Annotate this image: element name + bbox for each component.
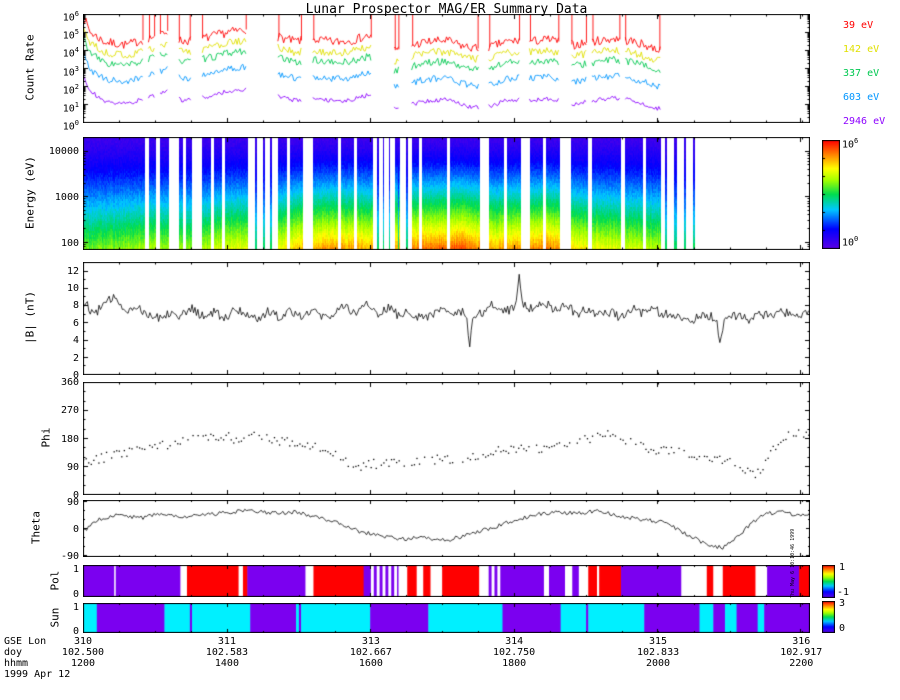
xtick-hhmm-1600: 1600 bbox=[358, 658, 383, 669]
pol-strip-canvas bbox=[83, 565, 810, 597]
colorbar-bottom-label: 100 bbox=[842, 235, 859, 249]
xtick-doy-102500: 102.500 bbox=[61, 647, 105, 658]
xtick-GSELon-316: 316 bbox=[792, 636, 811, 647]
xaxis-row-label-doy: doy bbox=[4, 647, 23, 658]
xtick-doy-102667: 102.667 bbox=[349, 647, 392, 658]
sun-colorbar-top: 3 bbox=[839, 598, 846, 609]
xtick-hhmm-1200: 1200 bbox=[70, 658, 96, 669]
theta-axis-label: Theta bbox=[29, 510, 43, 545]
phi-scatter-canvas bbox=[83, 382, 810, 495]
count-rate-axis-label: Count Rate bbox=[23, 34, 37, 101]
ytick-phi-0: 0 bbox=[72, 490, 79, 501]
xtick-GSELon-313: 313 bbox=[361, 636, 380, 647]
ytick-bmag-6: 6 bbox=[72, 317, 79, 329]
ytick-count_rate-100: 100 bbox=[62, 119, 79, 133]
sun-strip-canvas bbox=[83, 603, 810, 633]
ytick-bmag-0: 0 bbox=[72, 370, 79, 381]
xtick-doy-102750: 102.750 bbox=[493, 647, 536, 658]
xtick-hhmm-2000: 2000 bbox=[646, 658, 671, 669]
ytick-count_rate-101: 101 bbox=[62, 100, 79, 115]
legend-item-2946eV: 2946 eV bbox=[843, 116, 886, 127]
figure-title: Lunar Prospector MAG/ER Summary Data bbox=[305, 2, 588, 17]
xaxis-row-label-hhmm: hhmm bbox=[4, 658, 29, 669]
ytick-spectrogram-100: 100 bbox=[60, 237, 79, 249]
ytick-phi-90: 90 bbox=[66, 461, 79, 473]
sun-colorbar-bottom: 0 bbox=[839, 623, 846, 634]
xtick-GSELon-314: 314 bbox=[505, 636, 524, 647]
sun-colorbar bbox=[822, 601, 835, 633]
legend-item-142eV: 142 eV bbox=[843, 44, 880, 55]
ytick-pol-0: 0 bbox=[72, 589, 79, 601]
xtick-GSELon-310: 310 bbox=[73, 636, 93, 647]
date-label: 1999 Apr 12 bbox=[4, 669, 71, 680]
ytick-sun-1: 1 bbox=[72, 601, 79, 613]
xtick-doy-102583: 102.583 bbox=[205, 647, 249, 658]
sun-axis-label: Sun bbox=[48, 607, 62, 628]
xtick-doy-102917: 102.917 bbox=[780, 647, 823, 658]
ytick-spectrogram-10000: 10000 bbox=[48, 145, 79, 157]
count-rate-plot-canvas bbox=[83, 14, 810, 123]
legend-item-603eV: 603 eV bbox=[843, 92, 880, 103]
bmag-plot-canvas bbox=[83, 262, 810, 375]
ytick-bmag-12: 12 bbox=[66, 265, 79, 277]
energy-spectrogram-canvas bbox=[83, 137, 810, 250]
ytick-spectrogram-1000: 1000 bbox=[54, 191, 79, 203]
bmag-axis-label: |B| (nT) bbox=[23, 291, 37, 344]
xtick-hhmm-1400: 1400 bbox=[214, 658, 239, 669]
ytick-theta-90: -90 bbox=[60, 550, 79, 562]
xtick-GSELon-311: 311 bbox=[217, 636, 236, 647]
ytick-phi-180: 180 bbox=[60, 433, 79, 445]
theta-plot-canvas bbox=[83, 500, 810, 557]
energy-axis-label: Energy (eV) bbox=[23, 156, 37, 229]
legend-item-337eV: 337 eV bbox=[843, 68, 880, 79]
ytick-bmag-8: 8 bbox=[72, 300, 79, 312]
legend-item-39eV: 39 eV bbox=[843, 20, 874, 31]
pol-colorbar bbox=[822, 565, 835, 598]
ytick-count_rate-103: 103 bbox=[62, 64, 79, 78]
plot-timestamp: Thu May 6 10:10:46 1999 bbox=[790, 528, 796, 598]
ytick-theta-0: 0 bbox=[72, 523, 79, 535]
ytick-bmag-2: 2 bbox=[72, 352, 79, 364]
xtick-hhmm-2200: 2200 bbox=[789, 658, 814, 669]
pol-colorbar-bottom: -1 bbox=[837, 587, 850, 598]
ytick-count_rate-104: 104 bbox=[62, 46, 79, 60]
xtick-doy-102833: 102.833 bbox=[636, 647, 680, 658]
ytick-phi-270: 270 bbox=[60, 405, 79, 417]
xtick-GSELon-315: 315 bbox=[649, 636, 668, 647]
xaxis-row-label-GSELon: GSE Lon bbox=[4, 636, 47, 647]
ytick-sun-0: 0 bbox=[72, 625, 79, 637]
ytick-bmag-4: 4 bbox=[72, 335, 79, 347]
spectrogram-colorbar bbox=[822, 140, 840, 249]
ytick-pol-1: 1 bbox=[72, 563, 79, 575]
ytick-theta-90: 90 bbox=[66, 496, 79, 508]
ytick-bmag-10: 10 bbox=[66, 283, 79, 295]
ytick-count_rate-105: 105 bbox=[62, 28, 79, 42]
xtick-hhmm-1800: 1800 bbox=[502, 658, 527, 669]
ytick-count_rate-102: 102 bbox=[62, 82, 79, 96]
ytick-phi-360: 360 bbox=[60, 377, 79, 388]
pol-colorbar-top: 1 bbox=[839, 562, 846, 573]
colorbar-top-label: 106 bbox=[842, 137, 859, 151]
ytick-count_rate-106: 106 bbox=[62, 10, 79, 24]
